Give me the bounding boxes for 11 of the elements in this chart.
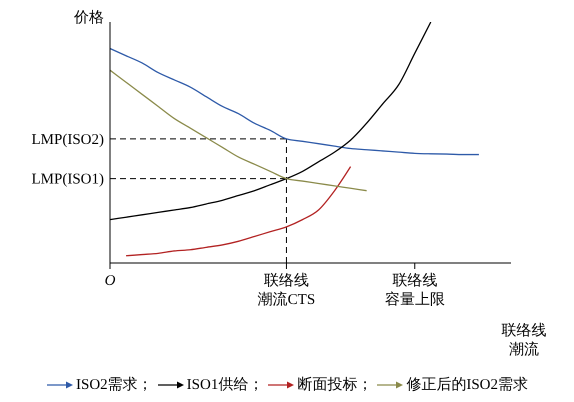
ref-line-label: LMP(ISO2) <box>31 132 104 148</box>
legend-label: 修正后的ISO2需求 <box>406 376 528 394</box>
ref-line-label: LMP(ISO1) <box>31 172 104 188</box>
x-axis-title: 联络线潮流 <box>500 322 548 360</box>
x-tick-label: 联络线容量上限 <box>384 272 445 308</box>
x-tick-label: 联络线潮流CTS <box>258 272 316 308</box>
y-axis-title: 价格 <box>74 10 104 27</box>
legend-label: 断面投标； <box>297 376 372 394</box>
legend-label: ISO1供给； <box>186 376 264 394</box>
legend-label: ISO2需求； <box>76 376 153 394</box>
x-tick-label: O <box>104 273 116 289</box>
